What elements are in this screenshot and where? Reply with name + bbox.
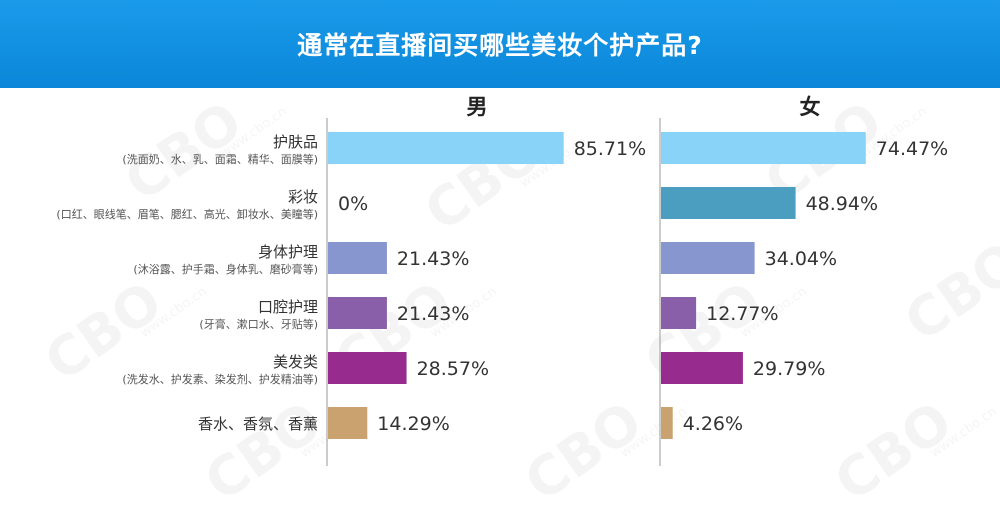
panel-label-female: 女 (800, 95, 821, 119)
bar (328, 242, 387, 274)
data-label: 28.57% (417, 358, 489, 380)
data-label: 34.04% (765, 248, 837, 270)
bar (328, 352, 407, 384)
category-note: (牙膏、漱口水、牙贴等) (199, 317, 318, 331)
data-label: 14.29% (377, 413, 449, 435)
category-label: 香水、香氛、香薰 (198, 415, 318, 433)
bar (661, 407, 673, 439)
bar (661, 132, 866, 164)
bar (328, 132, 564, 164)
bar (661, 297, 697, 329)
data-label: 0% (338, 193, 368, 215)
data-label: 74.47% (876, 138, 948, 160)
data-label: 4.26% (683, 413, 743, 435)
bar (661, 187, 796, 219)
data-label: 12.77% (706, 303, 778, 325)
category-note: (洗发水、护发素、染发剂、护发精油等) (122, 372, 318, 386)
data-label: 29.79% (753, 358, 825, 380)
bar (328, 297, 387, 329)
category-label: 护肤品 (273, 133, 318, 151)
bar (661, 242, 755, 274)
bar (328, 407, 368, 439)
panel-label-male: 男 (467, 95, 488, 119)
data-label: 21.43% (397, 303, 469, 325)
title-bar: 通常在直播间买哪些美妆个护产品? (0, 0, 1000, 88)
chart-title: 通常在直播间买哪些美妆个护产品? (297, 31, 703, 60)
bar (661, 352, 743, 384)
category-note: (沐浴露、护手霜、身体乳、磨砂膏等) (133, 262, 318, 276)
category-label: 彩妆 (288, 188, 318, 206)
data-label: 85.71% (574, 138, 646, 160)
category-note: (洗面奶、水、乳、面霜、精华、面膜等) (122, 152, 318, 166)
category-label: 美发类 (273, 353, 318, 371)
category-label: 口腔护理 (258, 298, 318, 316)
data-label: 21.43% (397, 248, 469, 270)
category-label: 身体护理 (258, 243, 318, 261)
category-note: (口红、眼线笔、眉笔、腮红、高光、卸妆水、美瞳等) (56, 207, 318, 221)
data-label: 48.94% (806, 193, 878, 215)
